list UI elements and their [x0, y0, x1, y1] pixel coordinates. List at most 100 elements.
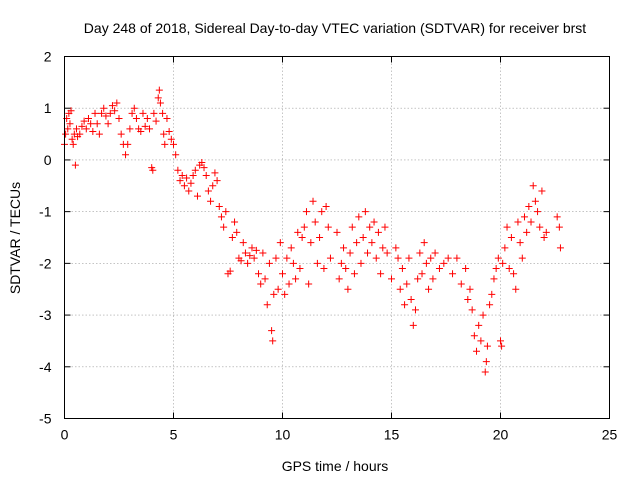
data-point	[381, 223, 389, 231]
y-tick-label: -5	[39, 411, 52, 427]
data-point	[494, 254, 502, 262]
data-point	[191, 166, 199, 174]
data-point	[156, 99, 164, 107]
data-point	[403, 280, 411, 288]
data-point	[95, 130, 103, 138]
x-tick-labels: 0 5 10 15 20 25	[61, 427, 618, 443]
data-point	[305, 280, 313, 288]
data-point	[268, 327, 276, 335]
data-point	[401, 301, 409, 309]
data-point	[501, 244, 509, 252]
y-tick-label: -4	[39, 359, 52, 375]
data-point	[176, 177, 184, 185]
data-point	[100, 104, 108, 112]
data-point	[527, 218, 535, 226]
data-point	[350, 270, 358, 278]
data-point	[204, 187, 212, 195]
x-tick-label: 20	[493, 427, 509, 443]
data-point	[246, 252, 254, 260]
data-point	[98, 109, 106, 117]
data-point	[296, 265, 304, 273]
data-point	[420, 239, 428, 247]
data-point	[198, 159, 206, 167]
data-point	[66, 120, 74, 128]
data-point	[316, 234, 324, 241]
y-tick-label: 0	[44, 152, 52, 168]
data-point	[542, 228, 550, 236]
grid-lines	[64, 56, 610, 419]
data-point	[457, 280, 465, 288]
data-point	[248, 244, 256, 252]
data-point	[353, 239, 361, 247]
data-point	[348, 223, 356, 231]
y-tick-label: -3	[39, 307, 52, 323]
data-point	[392, 244, 400, 252]
data-point	[167, 135, 175, 143]
data-point	[516, 239, 524, 247]
data-point	[165, 127, 173, 135]
data-point	[475, 321, 483, 329]
data-point	[269, 337, 277, 345]
data-point	[538, 187, 546, 195]
data-point	[163, 115, 171, 123]
data-point	[477, 337, 485, 345]
data-point	[84, 115, 92, 123]
data-point	[113, 99, 121, 107]
data-point	[237, 257, 245, 265]
data-point	[71, 161, 79, 169]
data-point	[150, 109, 158, 117]
data-point	[202, 171, 210, 179]
data-point	[444, 254, 452, 262]
data-point	[313, 259, 321, 267]
data-point	[307, 239, 315, 247]
data-point	[364, 249, 372, 257]
data-point	[276, 239, 284, 247]
data-point	[529, 182, 537, 190]
data-point	[453, 254, 461, 262]
data-point	[93, 120, 101, 128]
data-point	[359, 234, 367, 241]
data-point	[309, 197, 317, 205]
data-point	[128, 109, 136, 117]
data-point	[111, 107, 119, 115]
data-point	[498, 342, 506, 350]
data-point	[104, 120, 112, 128]
data-point	[185, 187, 193, 195]
data-point	[132, 115, 140, 123]
data-point	[411, 306, 419, 314]
data-point	[143, 115, 151, 123]
data-point	[91, 109, 99, 117]
data-point	[281, 290, 289, 298]
data-point	[425, 285, 433, 293]
data-point	[333, 228, 341, 236]
data-point	[87, 120, 95, 128]
data-point	[189, 171, 197, 179]
data-point	[320, 265, 328, 273]
data-point	[233, 228, 241, 236]
data-point	[231, 218, 239, 226]
data-point	[289, 259, 297, 267]
data-point	[505, 265, 513, 273]
y-axis-label: SDTVAR / TECUs	[7, 182, 23, 294]
data-point	[146, 125, 154, 133]
data-point	[499, 259, 507, 267]
data-point	[536, 223, 544, 231]
plot-frame	[64, 56, 610, 419]
x-tick-label: 25	[602, 427, 618, 443]
data-point	[159, 109, 167, 117]
data-point	[183, 174, 191, 182]
data-point	[322, 202, 330, 210]
data-point	[440, 259, 448, 267]
data-point	[263, 301, 271, 309]
y-tick-labels: -5 -4 -3 -2 -1 0 1 2	[39, 49, 52, 427]
data-point	[398, 265, 406, 273]
data-point	[154, 94, 162, 102]
data-point	[429, 275, 437, 283]
y-tick-label: 2	[44, 49, 52, 65]
data-point	[102, 112, 110, 120]
data-point	[486, 301, 494, 309]
data-point	[488, 290, 496, 298]
data-point	[274, 285, 282, 293]
data-point	[272, 254, 280, 262]
